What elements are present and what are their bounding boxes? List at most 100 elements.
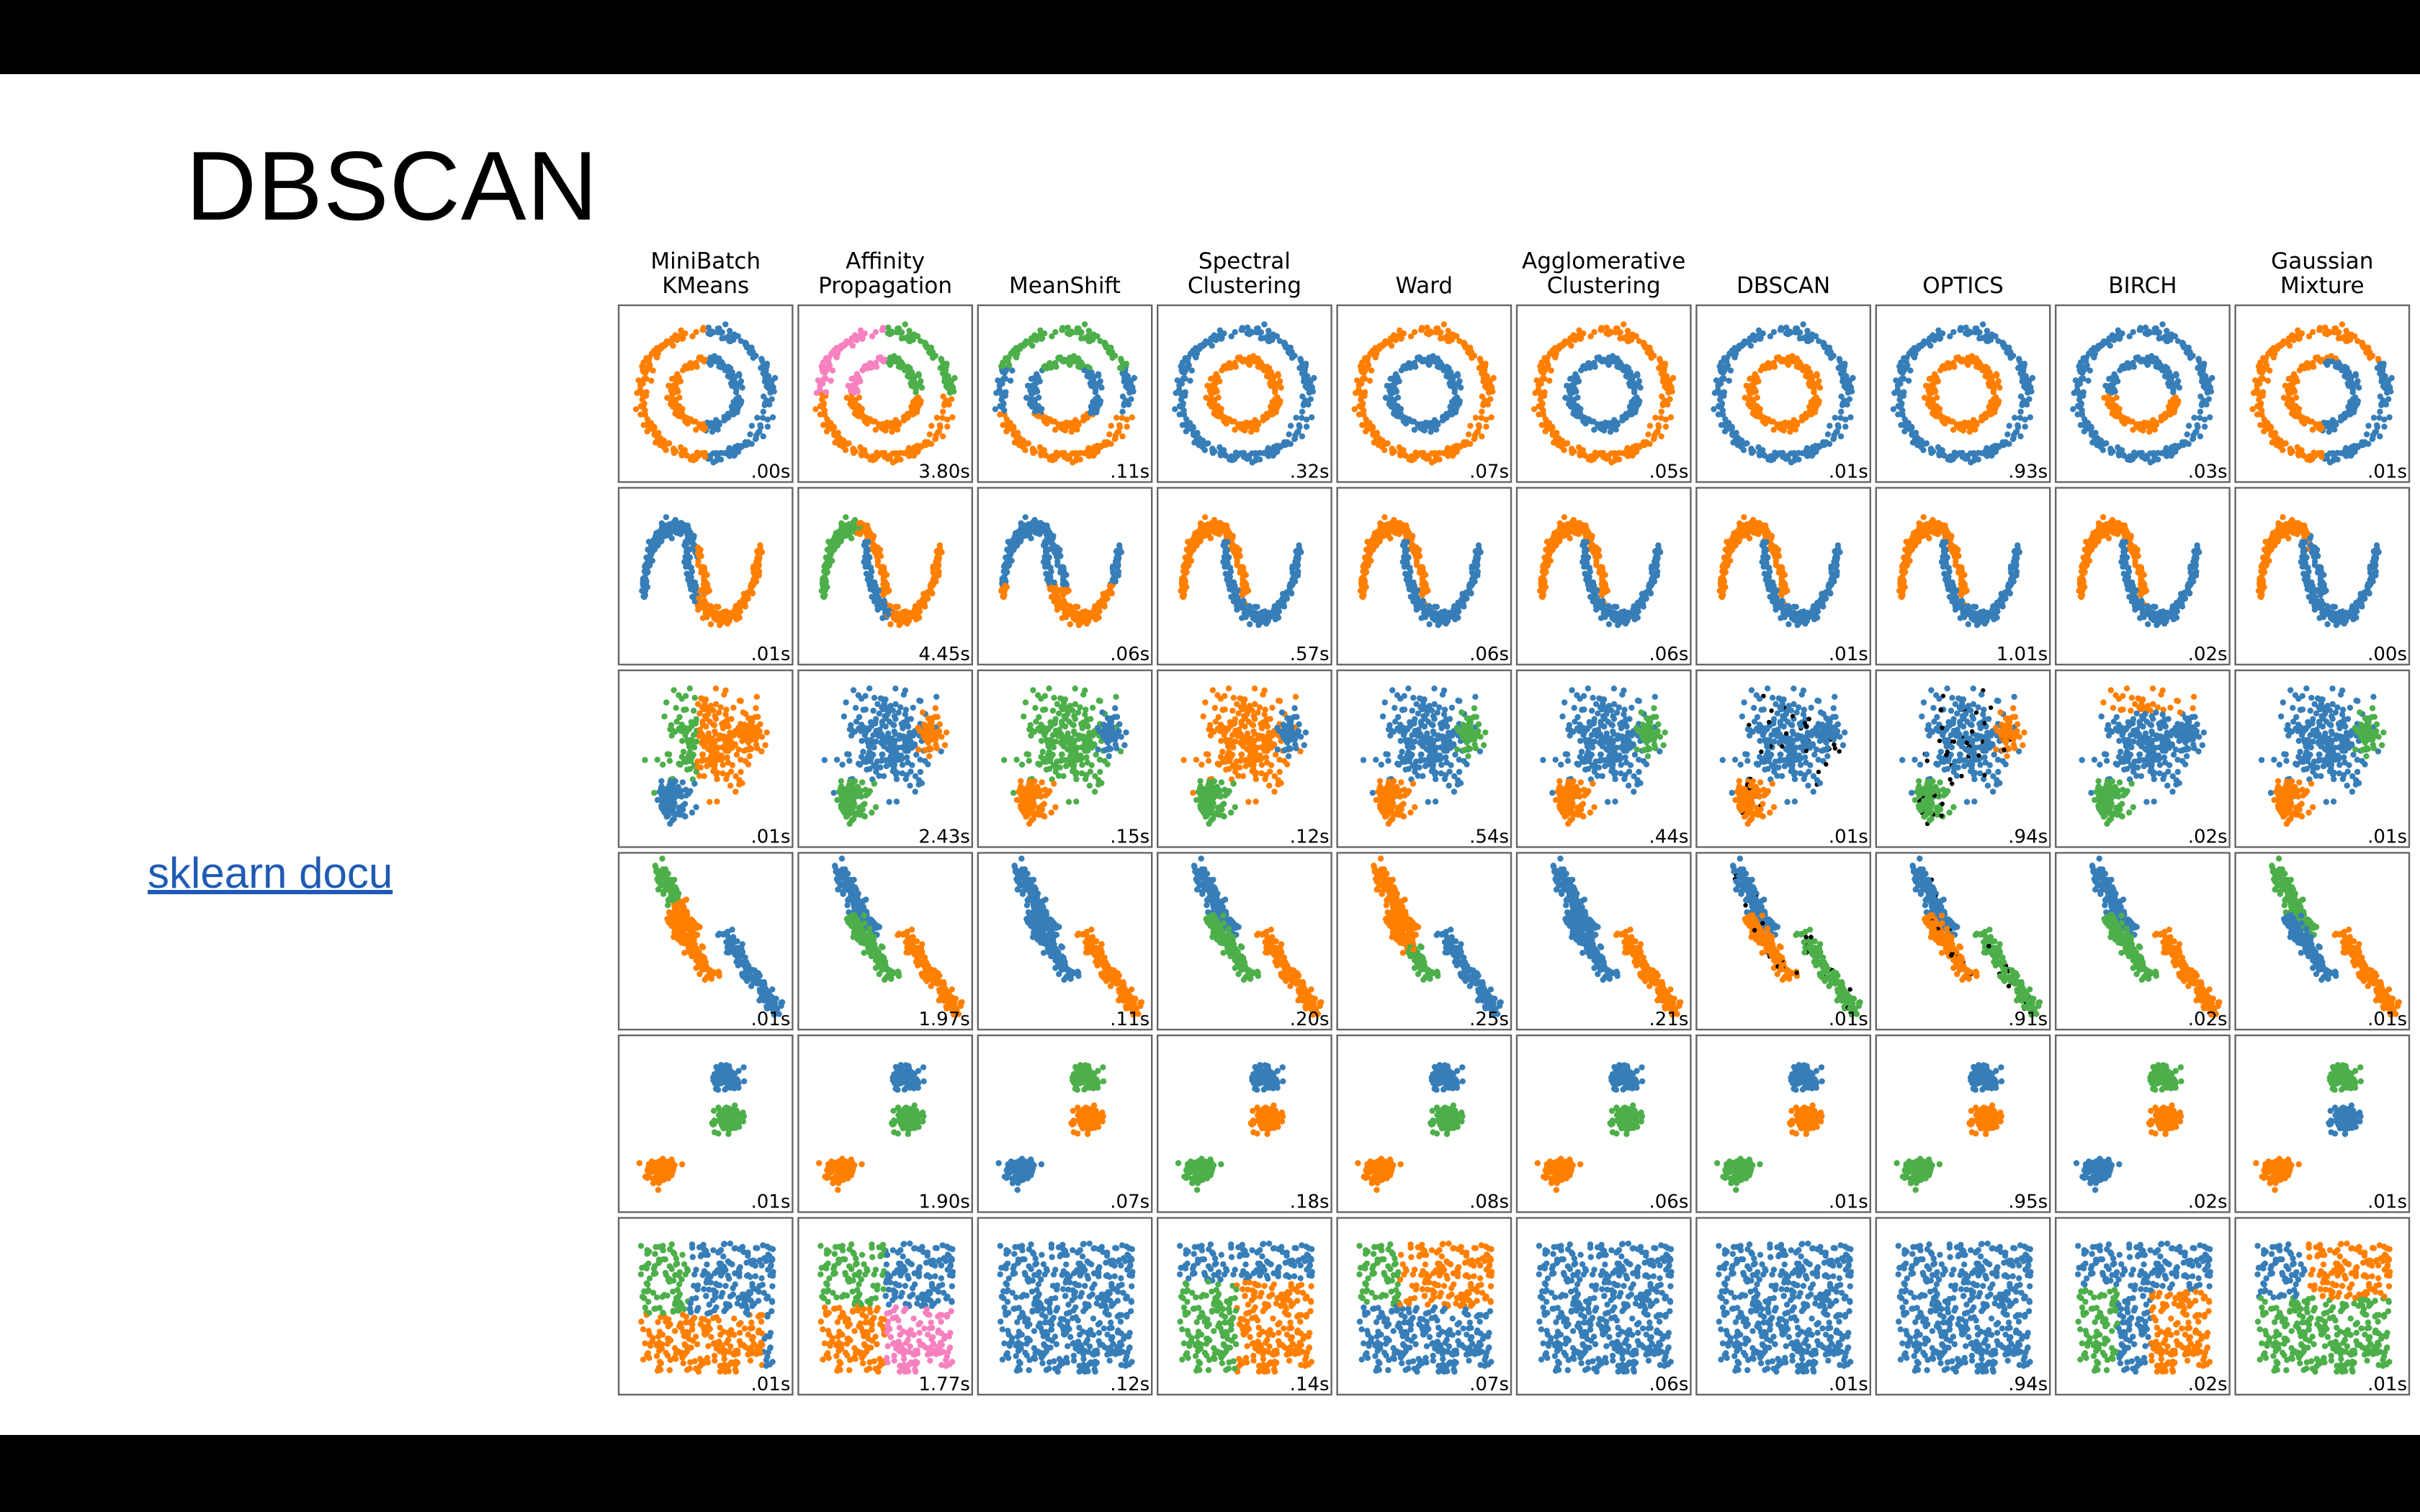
data-point [2017, 409, 2023, 415]
data-point [2269, 350, 2275, 356]
data-point [1750, 399, 1756, 405]
data-point [1942, 415, 1948, 421]
plot-panel: .01s [1696, 305, 1870, 483]
data-point [1941, 453, 1947, 459]
data-point [1299, 409, 1305, 415]
data-point [1597, 357, 1603, 363]
data-point [1126, 379, 1131, 384]
data-point [1622, 414, 1628, 420]
data-point [1209, 447, 1215, 453]
data-point [2081, 367, 2087, 373]
data-point [2365, 423, 2371, 428]
data-point [1623, 451, 1628, 457]
column-title-line: Spectral [1198, 248, 1291, 274]
data-point [2385, 396, 2391, 402]
data-point [682, 364, 688, 369]
data-point [1668, 384, 1674, 390]
data-point [820, 381, 825, 387]
data-point [1909, 430, 1915, 436]
data-point [992, 406, 998, 412]
data-point [873, 427, 879, 433]
data-point [1178, 397, 1184, 402]
data-point [1402, 453, 1408, 459]
data-point [927, 431, 933, 437]
data-point [1072, 420, 1077, 426]
data-point [2022, 361, 2027, 366]
data-point [764, 361, 770, 366]
data-point [1538, 397, 1543, 402]
data-point [1012, 350, 1018, 356]
data-point [1177, 411, 1183, 417]
data-point [2257, 381, 2262, 387]
data-point [2288, 375, 2294, 381]
data-point [1119, 415, 1125, 420]
data-point [2151, 453, 2157, 459]
data-point [1661, 370, 1667, 376]
data-point [1728, 367, 1734, 373]
data-point [2205, 390, 2210, 395]
data-point [944, 423, 950, 429]
data-point [1613, 453, 1618, 459]
data-point [763, 400, 769, 405]
data-point [940, 394, 946, 400]
data-point [1793, 328, 1798, 333]
data-point [696, 554, 702, 559]
data-point [1454, 395, 1460, 400]
data-point [695, 544, 701, 550]
data-point [2172, 333, 2177, 339]
data-point [894, 453, 900, 459]
data-point [1980, 321, 1986, 327]
data-point [1358, 397, 1363, 402]
data-point [1052, 418, 1057, 424]
data-point [2310, 427, 2316, 433]
data-point [1397, 328, 1402, 333]
data-point [1251, 420, 1257, 426]
data-point [2341, 451, 2347, 457]
data-point [850, 447, 856, 453]
data-point [1482, 400, 1488, 405]
plot-panel: .32s [1157, 305, 1331, 483]
data-point [639, 588, 645, 593]
data-point [851, 375, 857, 381]
data-point [2351, 409, 2357, 415]
data-point [1210, 375, 1216, 381]
data-point [676, 413, 682, 419]
data-point [2318, 454, 2324, 459]
data-point [942, 370, 948, 376]
data-point [1981, 414, 1987, 420]
data-point [1835, 424, 1841, 430]
data-point [2172, 403, 2177, 409]
data-point [841, 341, 847, 347]
data-point [1658, 415, 1664, 420]
column-title-line: DBSCAN [1736, 273, 1830, 299]
data-point [1403, 415, 1409, 421]
data-point [2360, 341, 2365, 346]
scatter-points [1172, 321, 1317, 465]
data-point [1749, 375, 1755, 381]
data-point [1420, 425, 1425, 431]
data-point [1041, 364, 1047, 369]
runtime-label: .07s [1469, 462, 1509, 483]
data-point [1910, 350, 1916, 356]
data-point [1633, 333, 1639, 339]
data-point [2119, 364, 2125, 369]
data-point [1009, 367, 1015, 373]
data-point [2173, 395, 2179, 400]
data-point [1052, 427, 1058, 433]
data-point [2300, 453, 2306, 459]
data-point [1801, 321, 1806, 327]
data-point [676, 530, 681, 536]
data-point [2015, 424, 2021, 430]
data-point [1771, 427, 1777, 433]
data-point [1755, 444, 1761, 450]
data-point [1756, 328, 1762, 333]
data-point [887, 453, 892, 459]
data-point [1927, 336, 1932, 341]
data-point [912, 450, 918, 456]
data-point [2367, 349, 2372, 355]
data-point [753, 436, 759, 441]
data-point [1778, 425, 1784, 431]
data-point [1567, 336, 1573, 341]
data-point [1246, 331, 1252, 337]
data-point [735, 403, 740, 409]
